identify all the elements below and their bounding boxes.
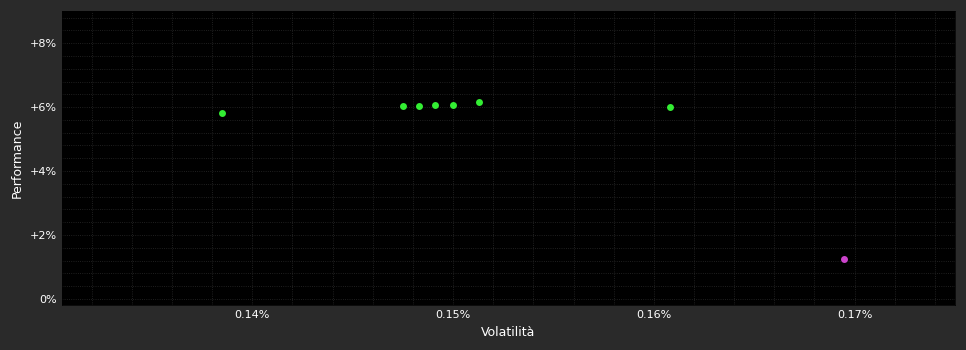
Point <box>837 256 852 262</box>
Y-axis label: Performance: Performance <box>12 119 24 198</box>
Point <box>395 104 411 109</box>
Point <box>471 99 487 105</box>
Point <box>412 104 427 109</box>
Point <box>214 111 230 116</box>
Point <box>445 102 461 107</box>
Point <box>662 104 677 110</box>
Point <box>427 102 442 107</box>
X-axis label: Volatilità: Volatilità <box>481 326 535 339</box>
